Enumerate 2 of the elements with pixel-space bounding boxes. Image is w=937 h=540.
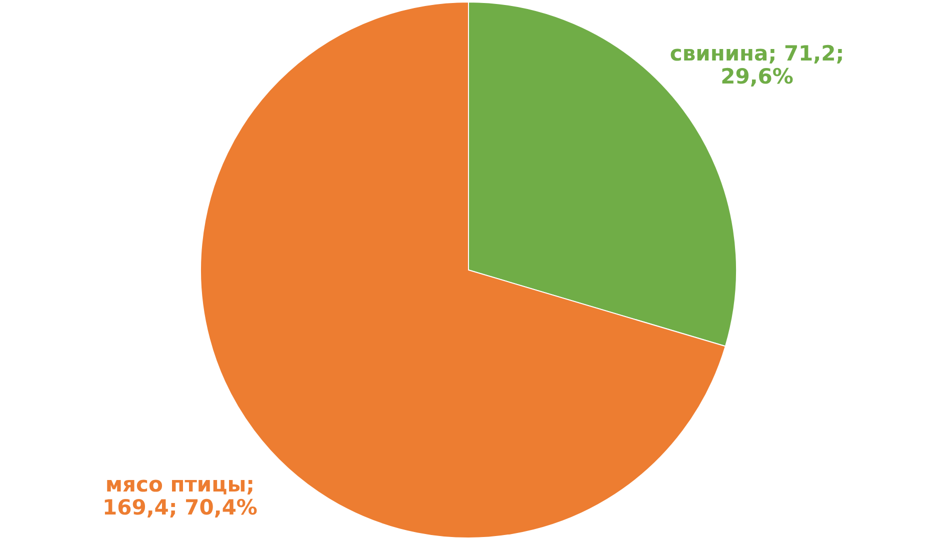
slice-label: мясо птицы; 169,4; 70,4% (102, 472, 258, 520)
slice-label: свинина; 71,2; 29,6% (670, 42, 844, 89)
